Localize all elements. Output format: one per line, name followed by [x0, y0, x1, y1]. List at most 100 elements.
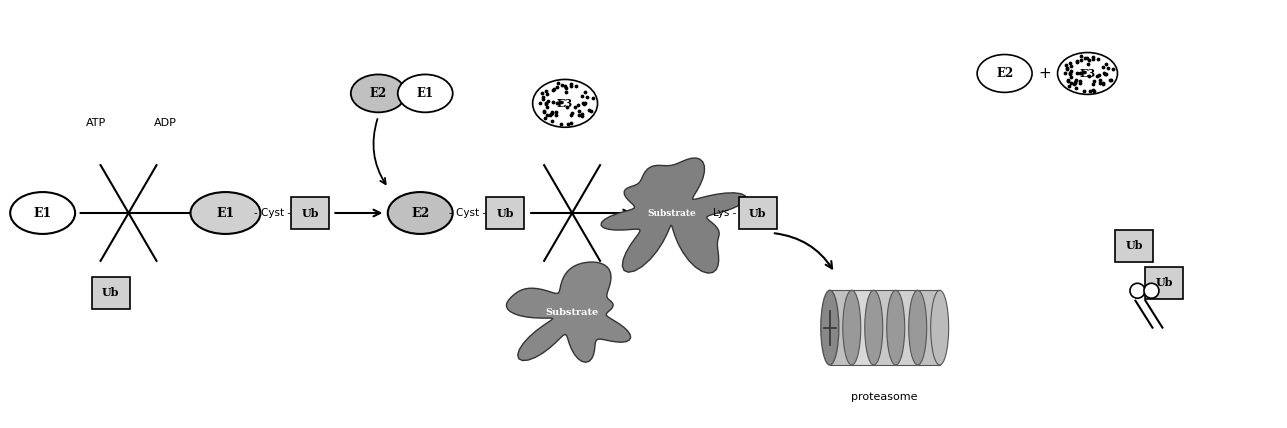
Ellipse shape	[533, 80, 597, 127]
Point	[533, 95, 553, 102]
Text: proteasome: proteasome	[852, 392, 918, 402]
Point	[557, 120, 578, 127]
Point	[1055, 61, 1076, 68]
Point	[1103, 65, 1124, 72]
Point	[1082, 53, 1103, 60]
Point	[1066, 77, 1086, 84]
Text: Substrate: Substrate	[647, 208, 696, 217]
Point	[561, 80, 582, 87]
Point	[1057, 65, 1077, 72]
Point	[573, 111, 593, 118]
Point	[537, 91, 557, 98]
FancyBboxPatch shape	[91, 277, 130, 309]
Point	[1064, 78, 1085, 85]
Point	[542, 110, 562, 116]
Point	[1066, 69, 1086, 76]
Point	[555, 83, 575, 89]
Point	[1058, 77, 1079, 83]
Ellipse shape	[10, 192, 75, 234]
Point	[556, 89, 577, 95]
FancyBboxPatch shape	[739, 197, 777, 229]
Point	[543, 86, 564, 93]
Text: ATP: ATP	[85, 118, 106, 128]
Ellipse shape	[977, 54, 1032, 92]
Point	[1064, 80, 1085, 87]
Point	[1054, 69, 1075, 76]
Point	[1071, 56, 1091, 63]
Ellipse shape	[1058, 53, 1117, 95]
Point	[535, 99, 556, 106]
Point	[1059, 70, 1080, 77]
Text: - Cyst -: - Cyst -	[254, 208, 291, 218]
Point	[542, 108, 562, 115]
Text: Ub: Ub	[749, 208, 767, 219]
Point	[1057, 66, 1077, 73]
Point	[1060, 80, 1081, 87]
Point	[535, 88, 556, 95]
Point	[1066, 85, 1086, 92]
Point	[551, 98, 571, 105]
Point	[1064, 80, 1085, 86]
Point	[537, 97, 557, 104]
Point	[1069, 70, 1090, 77]
Point	[534, 107, 555, 114]
Point	[546, 109, 566, 116]
FancyBboxPatch shape	[918, 290, 940, 365]
Point	[561, 109, 582, 116]
Ellipse shape	[909, 290, 927, 365]
Point	[1071, 53, 1091, 59]
Ellipse shape	[1144, 283, 1158, 298]
Point	[580, 108, 601, 115]
Point	[569, 107, 589, 114]
Text: Ub: Ub	[102, 287, 120, 298]
Point	[530, 99, 551, 106]
Ellipse shape	[1130, 283, 1145, 298]
FancyBboxPatch shape	[830, 290, 852, 365]
Point	[568, 101, 588, 108]
Point	[571, 92, 592, 99]
Ellipse shape	[843, 290, 861, 365]
Polygon shape	[507, 262, 631, 362]
Text: Ub: Ub	[497, 208, 514, 219]
Point	[1062, 68, 1082, 74]
Ellipse shape	[821, 290, 839, 365]
Point	[1090, 77, 1111, 83]
Text: Ub: Ub	[301, 208, 319, 219]
Point	[556, 84, 577, 91]
Point	[1073, 88, 1094, 95]
Point	[552, 82, 573, 89]
Ellipse shape	[865, 290, 883, 365]
Point	[1099, 76, 1120, 83]
Point	[582, 95, 602, 101]
Ellipse shape	[931, 290, 949, 365]
Point	[1059, 70, 1080, 77]
FancyBboxPatch shape	[852, 290, 874, 365]
Ellipse shape	[351, 74, 405, 112]
Point	[561, 119, 582, 126]
Point	[565, 103, 586, 110]
Point	[561, 83, 582, 90]
Point	[1095, 70, 1116, 77]
Text: E3: E3	[557, 98, 573, 109]
Text: E1: E1	[417, 87, 434, 100]
Point	[542, 117, 562, 124]
Point	[1093, 63, 1113, 70]
Point	[571, 112, 592, 119]
Point	[1090, 80, 1111, 86]
Point	[560, 112, 580, 119]
Polygon shape	[601, 158, 746, 273]
Point	[541, 111, 561, 118]
Point	[1067, 58, 1088, 65]
FancyBboxPatch shape	[874, 290, 896, 365]
Text: E2: E2	[996, 67, 1013, 80]
Point	[574, 101, 595, 107]
Point	[1082, 80, 1103, 87]
Point	[1060, 74, 1081, 80]
Point	[1067, 59, 1088, 65]
Point	[577, 94, 597, 101]
Point	[1086, 73, 1107, 80]
Ellipse shape	[887, 290, 905, 365]
Text: - Cyst -: - Cyst -	[449, 208, 485, 218]
Point	[1082, 55, 1103, 62]
Point	[1079, 60, 1099, 67]
